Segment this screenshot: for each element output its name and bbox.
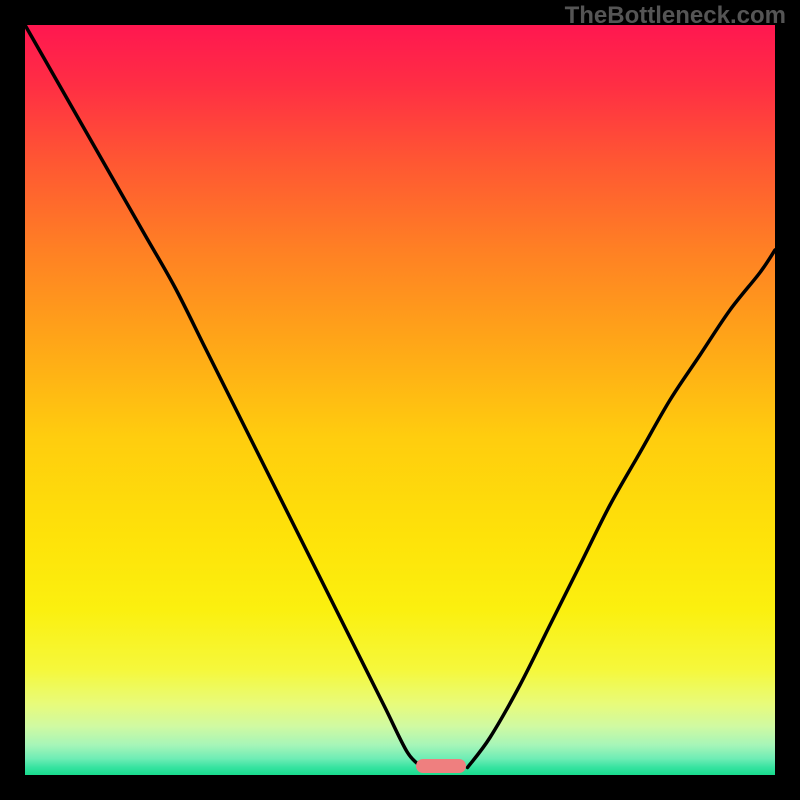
- sweet-spot-marker: [416, 759, 466, 773]
- plot-area: [25, 25, 775, 775]
- bottleneck-curve-left: [25, 25, 423, 768]
- watermark-text: TheBottleneck.com: [565, 2, 786, 30]
- bottleneck-curve-right: [468, 250, 776, 768]
- curve-layer: [25, 25, 775, 775]
